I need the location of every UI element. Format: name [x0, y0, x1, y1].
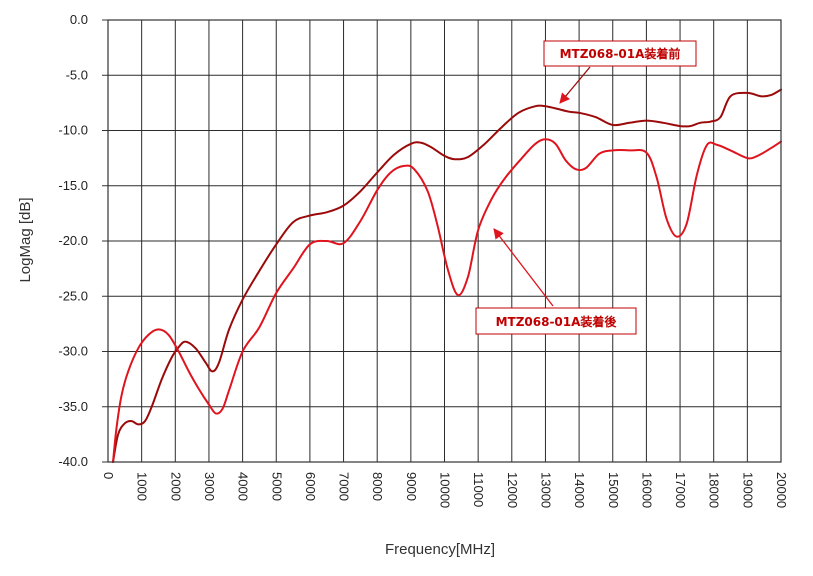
x-tick-label: 7000	[337, 472, 352, 501]
x-tick-label: 16000	[639, 472, 654, 508]
y-tick-label: -15.0	[58, 178, 88, 193]
annotation-before-box	[543, 40, 697, 67]
x-axis-ticks: 0 1000 2000 3000 4000 5000 6000 7000 8000 9000 100…	[101, 472, 789, 508]
y-tick-label: -20.0	[58, 233, 88, 248]
x-tick-label: 6000	[303, 472, 318, 501]
x-tick-label: 17000	[673, 472, 688, 508]
annotation-after-label: MTZ068-01A装着後	[496, 314, 618, 329]
y-tick-label: -40.0	[58, 454, 88, 469]
x-tick-label: 9000	[404, 472, 419, 501]
x-tick-label: 11000	[471, 472, 486, 507]
y-tick-label: -10.0	[58, 123, 88, 138]
x-tick-label: 3000	[202, 472, 217, 501]
y-tick-label: -5.0	[66, 67, 88, 82]
annotation-after-box	[475, 307, 637, 335]
x-axis-title: Frequency[MHz]	[385, 541, 495, 558]
x-tick-label: 2000	[168, 472, 183, 501]
y-tick-label: -35.0	[58, 399, 88, 414]
annotation-before-label: MTZ068-01A装着前	[560, 46, 681, 61]
y-tick-label: 0.0	[70, 12, 88, 27]
y-axis-title: LogMag [dB]	[17, 197, 34, 282]
series-line-after	[112, 138, 782, 463]
x-tick-label: 13000	[538, 472, 553, 508]
x-tick-label: 1000	[135, 472, 150, 501]
x-tick-label: 19000	[740, 472, 755, 508]
x-tick-label: 10000	[438, 472, 453, 508]
x-tick-label: 0	[101, 472, 116, 479]
y-tick-label: -25.0	[58, 288, 88, 303]
x-tick-label: 14000	[572, 472, 587, 508]
x-tick-label: 18000	[707, 472, 722, 508]
x-tick-label: 5000	[269, 472, 284, 501]
series-line-before	[112, 88, 782, 463]
series-group	[112, 88, 782, 463]
grid	[107, 19, 782, 463]
annotation-after-arrow	[493, 228, 554, 307]
plot-frame	[107, 19, 782, 463]
y-axis-ticks: 0.0 -5.0 -10.0 -15.0 -20.0 -25.0 -30.0 -35.0 -40…	[58, 12, 108, 469]
x-tick-label: 12000	[505, 472, 520, 508]
annotation-before-arrow	[559, 66, 591, 104]
x-tick-label: 4000	[236, 472, 251, 501]
x-tick-label: 8000	[370, 472, 385, 501]
x-tick-label: 20000	[774, 472, 789, 508]
y-tick-label: -30.0	[58, 344, 88, 359]
x-tick-label: 15000	[606, 472, 621, 508]
